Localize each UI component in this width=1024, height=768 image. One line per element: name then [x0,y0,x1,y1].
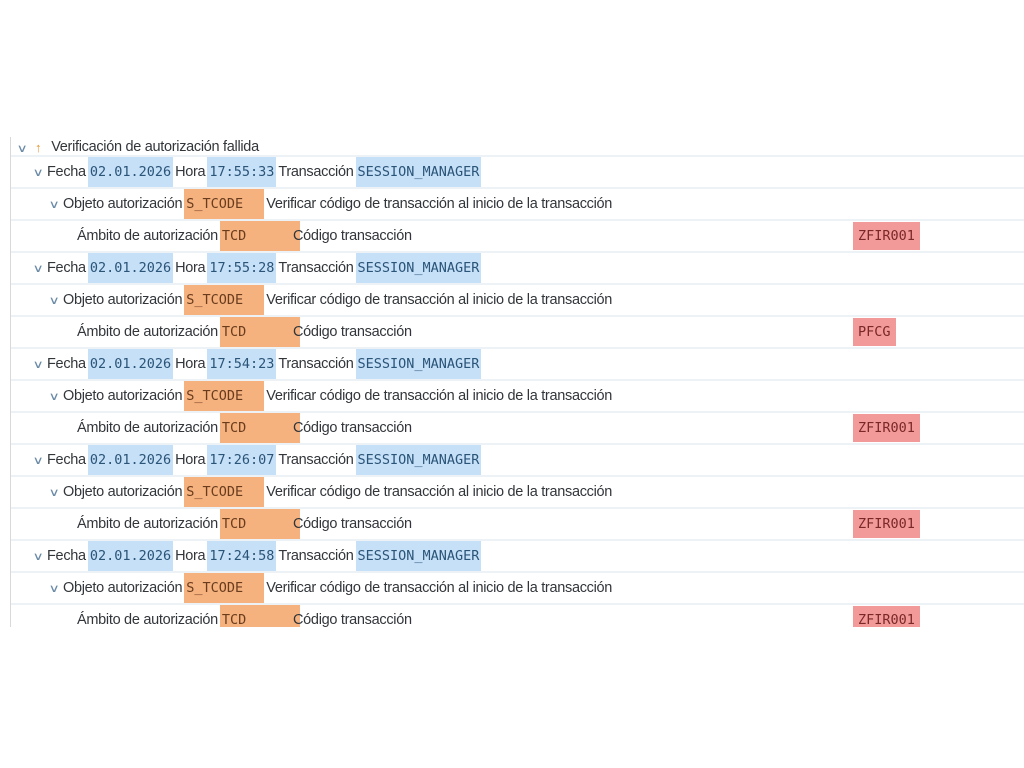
ambito-value: TCD [219,509,300,539]
transaccion-value: SESSION_MANAGER [355,349,482,379]
field-node[interactable]: Ámbito de autorización TCD Código transa… [11,509,1024,541]
object-node[interactable]: ∨ Objeto autorización S_TCODE Verificar … [11,477,1024,509]
root-label: Verificación de autorización fallida [51,139,259,155]
objeto-description: Verificar código de transacción al inici… [266,292,613,308]
hora-label: Hora [175,260,206,276]
hora-value: 17:55:28 [207,253,277,283]
hora-value: 17:54:23 [207,349,277,379]
objeto-description: Verificar código de transacción al inici… [266,580,613,596]
transaccion-value: SESSION_MANAGER [355,157,482,187]
codigo-label: Código transacción [293,228,412,244]
transaccion-label: Transacción [278,452,354,468]
codigo-value: ZFIR001 [853,510,920,538]
fecha-label: Fecha [47,164,86,180]
transaccion-label: Transacción [278,260,354,276]
ambito-label: Ámbito de autorización [77,324,218,340]
fecha-value: 02.01.2026 [87,445,174,475]
field-node[interactable]: Ámbito de autorización TCD Código transa… [11,317,1024,349]
ambito-label: Ámbito de autorización [77,420,218,436]
date-node[interactable]: ∨ Fecha 02.01.2026 Hora 17:55:28 Transac… [11,253,1024,285]
hora-label: Hora [175,356,206,372]
codigo-value: PFCG [853,318,896,346]
hora-label: Hora [175,548,206,564]
field-node[interactable]: Ámbito de autorización TCD Código transa… [11,605,1024,627]
objeto-value: S_TCODE [184,285,265,315]
warning-icon: ↑ [35,140,42,155]
fecha-value: 02.01.2026 [87,157,174,187]
hora-value: 17:55:33 [207,157,277,187]
ambito-value: TCD [219,221,300,251]
objeto-value: S_TCODE [184,573,265,603]
chevron-down-icon[interactable]: ∨ [16,143,28,155]
objeto-label: Objeto autorización [63,196,183,212]
transaccion-label: Transacción [278,164,354,180]
chevron-down-icon[interactable]: ∨ [32,358,44,371]
objeto-description: Verificar código de transacción al inici… [266,196,613,212]
chevron-down-icon[interactable]: ∨ [32,262,44,275]
fecha-value: 02.01.2026 [87,541,174,571]
transaccion-value: SESSION_MANAGER [355,541,482,571]
objeto-label: Objeto autorización [63,580,183,596]
ambito-value: TCD [219,605,300,627]
chevron-down-icon[interactable]: ∨ [32,166,44,179]
entries-list: ∨ Fecha 02.01.2026 Hora 17:55:33 Transac… [11,157,1024,627]
chevron-down-icon[interactable]: ∨ [32,550,44,563]
codigo-label: Código transacción [293,516,412,532]
transaccion-label: Transacción [278,356,354,372]
date-node[interactable]: ∨ Fecha 02.01.2026 Hora 17:54:23 Transac… [11,349,1024,381]
object-node[interactable]: ∨ Objeto autorización S_TCODE Verificar … [11,381,1024,413]
transaccion-value: SESSION_MANAGER [355,445,482,475]
codigo-value: ZFIR001 [853,222,920,250]
transaccion-value: SESSION_MANAGER [355,253,482,283]
objeto-description: Verificar código de transacción al inici… [266,484,613,500]
fecha-label: Fecha [47,356,86,372]
chevron-down-icon[interactable]: ∨ [32,454,44,467]
ambito-value: TCD [219,317,300,347]
object-node[interactable]: ∨ Objeto autorización S_TCODE Verificar … [11,573,1024,605]
codigo-value: ZFIR001 [853,414,920,442]
objeto-value: S_TCODE [184,477,265,507]
fecha-value: 02.01.2026 [87,253,174,283]
objeto-label: Objeto autorización [63,388,183,404]
objeto-value: S_TCODE [184,189,265,219]
hora-value: 17:26:07 [207,445,277,475]
field-node[interactable]: Ámbito de autorización TCD Código transa… [11,413,1024,445]
chevron-down-icon[interactable]: ∨ [48,486,60,499]
fecha-value: 02.01.2026 [87,349,174,379]
transaccion-label: Transacción [278,548,354,564]
codigo-label: Código transacción [293,420,412,436]
chevron-down-icon[interactable]: ∨ [48,390,60,403]
ambito-label: Ámbito de autorización [77,228,218,244]
codigo-label: Código transacción [293,324,412,340]
chevron-down-icon[interactable]: ∨ [48,294,60,307]
codigo-label: Código transacción [293,612,412,627]
ambito-label: Ámbito de autorización [77,612,218,627]
fecha-label: Fecha [47,548,86,564]
object-node[interactable]: ∨ Objeto autorización S_TCODE Verificar … [11,189,1024,221]
hora-label: Hora [175,452,206,468]
fecha-label: Fecha [47,452,86,468]
authorization-tree: ∨ ↑ Verificación de autorización fallida… [10,137,1024,627]
date-node[interactable]: ∨ Fecha 02.01.2026 Hora 17:26:07 Transac… [11,445,1024,477]
field-node[interactable]: Ámbito de autorización TCD Código transa… [11,221,1024,253]
ambito-label: Ámbito de autorización [77,516,218,532]
ambito-value: TCD [219,413,300,443]
hora-label: Hora [175,164,206,180]
root-node[interactable]: ∨ ↑ Verificación de autorización fallida [11,137,1024,157]
chevron-down-icon[interactable]: ∨ [48,198,60,211]
objeto-label: Objeto autorización [63,484,183,500]
codigo-value: ZFIR001 [853,606,920,627]
fecha-label: Fecha [47,260,86,276]
hora-value: 17:24:58 [207,541,277,571]
objeto-label: Objeto autorización [63,292,183,308]
date-node[interactable]: ∨ Fecha 02.01.2026 Hora 17:55:33 Transac… [11,157,1024,189]
objeto-value: S_TCODE [184,381,265,411]
objeto-description: Verificar código de transacción al inici… [266,388,613,404]
object-node[interactable]: ∨ Objeto autorización S_TCODE Verificar … [11,285,1024,317]
chevron-down-icon[interactable]: ∨ [48,582,60,595]
date-node[interactable]: ∨ Fecha 02.01.2026 Hora 17:24:58 Transac… [11,541,1024,573]
